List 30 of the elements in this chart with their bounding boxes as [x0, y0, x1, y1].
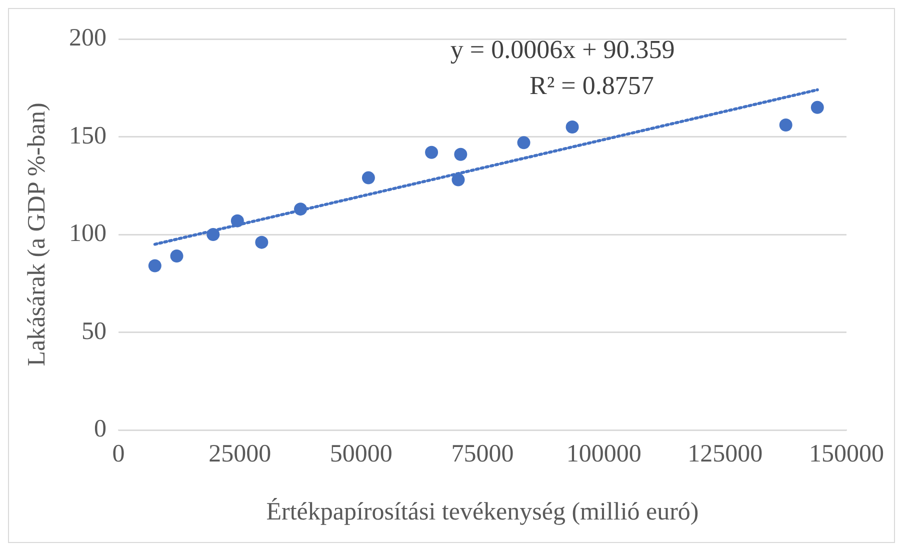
point	[170, 250, 184, 263]
point	[425, 146, 438, 159]
x-tick-label: 100000	[566, 440, 642, 468]
point	[255, 236, 268, 249]
point	[362, 171, 375, 184]
x-tick-label: 50000	[330, 440, 392, 468]
y-tick-label: 200	[69, 24, 106, 52]
point	[452, 173, 465, 186]
point	[517, 136, 530, 150]
x-tick-label: 75000	[451, 440, 514, 468]
point	[454, 148, 468, 161]
x-tick-label: 25000	[208, 440, 272, 468]
point	[294, 202, 307, 216]
annotation: R² = 0.8757	[530, 70, 654, 100]
point	[779, 118, 792, 132]
point	[148, 259, 162, 272]
y-tick-label: 100	[69, 220, 106, 248]
y-tick-label: 150	[69, 122, 106, 150]
annotation: y = 0.0006x + 90.359	[450, 34, 675, 64]
point	[566, 120, 579, 134]
point	[230, 214, 244, 228]
y-tick-label: 50	[82, 318, 106, 345]
point	[206, 228, 220, 241]
y-tick-label: 0	[94, 416, 106, 443]
point	[810, 100, 824, 114]
x-tick-label: 125000	[688, 440, 763, 468]
y-axis-title: Lakásárak (a GDP %-ban)	[24, 102, 51, 366]
x-axis-title: Értékpapírosítási tevékenység (millió euró)	[266, 498, 699, 526]
x-tick-label: 150000	[809, 440, 884, 468]
x-tick-label: 0	[112, 440, 125, 468]
